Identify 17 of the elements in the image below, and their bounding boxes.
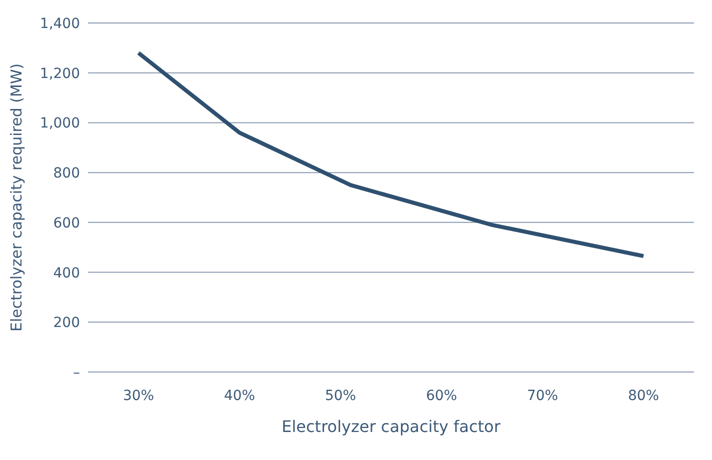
line-series [136,50,646,258]
x-axis-title: Electrolyzer capacity factor [282,417,501,436]
x-tick-label: 70% [526,388,558,404]
x-tick-label: 30% [122,388,154,404]
y-tick-label: 1,200 [40,66,80,82]
y-tick-label: – [73,364,80,381]
y-tick-label: 200 [53,315,80,332]
y-tick-label: 800 [53,166,80,182]
y-tick-label: 1,000 [40,116,80,132]
x-tick-label: 40% [224,388,256,404]
x-tick-label: 60% [426,388,458,404]
y-axis-title: Electrolyzer capacity required (MW) [7,63,26,332]
y-tick-label: 600 [53,215,80,232]
x-tick-label: 80% [628,388,660,404]
y-tick-label: 1,400 [40,16,80,32]
x-tick-label: 50% [324,388,356,404]
y-tick-label: 400 [53,265,80,282]
